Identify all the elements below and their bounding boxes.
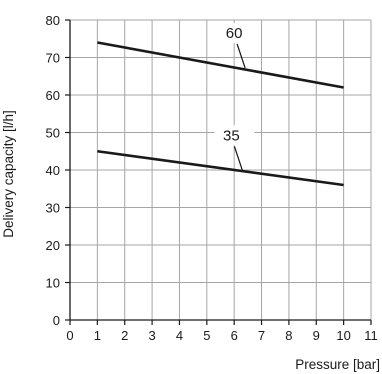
- y-tick-label: 10: [46, 276, 60, 291]
- x-tick-label: 10: [336, 328, 350, 343]
- axes: [65, 19, 372, 325]
- tick-labels: 0 1 2 3 4 5 6 7 8 9 10 11 0 10 20 30 40 50 60 70 80: [46, 13, 378, 343]
- y-tick-label: 60: [46, 88, 60, 103]
- x-tick-label: 8: [285, 328, 292, 343]
- series-line-35: [97, 149, 344, 187]
- y-axis-title: Delivery capacity [l/h]: [1, 110, 16, 238]
- y-tick-label: 0: [53, 313, 60, 328]
- y-tick-label: 30: [46, 201, 60, 216]
- x-tick-label: 1: [94, 328, 101, 343]
- x-tick-label: 7: [258, 328, 265, 343]
- series-label-60: 60: [226, 25, 243, 42]
- x-tick-label: 9: [313, 328, 320, 343]
- series-label-background-35: [214, 125, 255, 146]
- x-tick-label: 3: [148, 328, 155, 343]
- series-labels: 60 35: [214, 23, 258, 171]
- x-tick-label: 0: [66, 328, 73, 343]
- x-tick-label: 5: [203, 328, 210, 343]
- y-tick-label: 20: [46, 238, 60, 253]
- x-tick-label: 6: [231, 328, 238, 343]
- series-line-60: [97, 41, 344, 89]
- y-tick-label: 50: [46, 126, 60, 141]
- series-leader-line-35: [233, 146, 243, 171]
- series-label-35: 35: [223, 127, 240, 144]
- y-tick-label: 80: [46, 13, 60, 28]
- series-lines: [97, 41, 344, 187]
- x-axis-title: Pressure [bar]: [295, 357, 380, 372]
- x-tick-label: 11: [364, 328, 378, 343]
- series-leader-line-60: [236, 43, 246, 69]
- y-tick-label: 40: [46, 163, 60, 178]
- series-label-background-60: [217, 23, 258, 43]
- y-tick-label: 70: [46, 51, 60, 66]
- x-tick-label: 2: [121, 328, 128, 343]
- x-tick-label: 4: [176, 328, 183, 343]
- grid: [70, 19, 372, 320]
